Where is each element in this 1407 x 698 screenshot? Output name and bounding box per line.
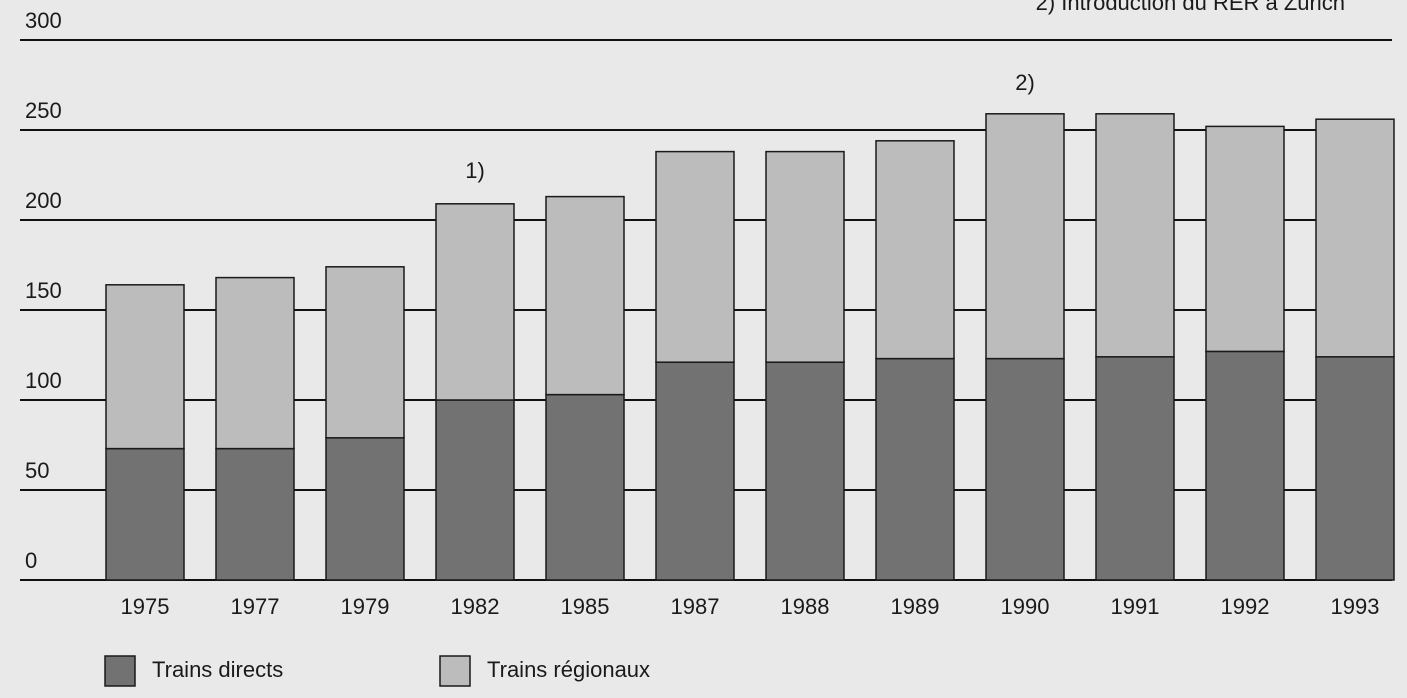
bar-segment xyxy=(105,284,185,450)
bar-segment xyxy=(1095,113,1175,358)
bar-segment xyxy=(435,203,515,401)
x-tick-label: 1979 xyxy=(341,594,390,619)
y-tick-label: 250 xyxy=(25,98,62,123)
bar-segment xyxy=(545,195,625,396)
bar-segment xyxy=(655,150,735,363)
bar-segment xyxy=(1315,118,1395,358)
footnote: 2) Introduction du RER à Zurich xyxy=(1036,0,1345,15)
x-tick-label: 1990 xyxy=(1001,594,1050,619)
y-tick-label: 300 xyxy=(25,8,62,33)
x-tick-label: 1992 xyxy=(1221,594,1270,619)
legend: Trains directs Trains régionaux xyxy=(104,655,650,687)
x-tick-label: 1982 xyxy=(451,594,500,619)
y-tick-label: 50 xyxy=(25,458,49,483)
bar-segment xyxy=(1205,350,1285,581)
bar-segment xyxy=(875,357,955,581)
bars: 1975 1977 1979 1982 1985 1987 1988 1989 1990 1991… xyxy=(105,113,1395,619)
bar-segment xyxy=(105,447,185,581)
x-tick-label: 1975 xyxy=(121,594,170,619)
bar-segment xyxy=(435,399,515,581)
bar-segment xyxy=(765,361,845,581)
bar-segment xyxy=(325,266,405,439)
annotation: 2) xyxy=(1015,70,1035,95)
bar-segment xyxy=(985,113,1065,360)
x-tick-label: 1991 xyxy=(1111,594,1160,619)
bar-segment xyxy=(875,140,955,360)
bar-segment xyxy=(1095,356,1175,581)
bar-segment xyxy=(545,393,625,581)
x-tick-label: 1985 xyxy=(561,594,610,619)
bar-segment xyxy=(1205,125,1285,353)
bar-segment xyxy=(215,447,295,581)
x-tick-label: 1977 xyxy=(231,594,280,619)
annotation: 1) xyxy=(465,158,485,183)
x-tick-label: 1988 xyxy=(781,594,830,619)
x-tick-label: 1989 xyxy=(891,594,940,619)
y-tick-label: 200 xyxy=(25,188,62,213)
bar-segment xyxy=(655,361,735,581)
y-tick-label: 100 xyxy=(25,368,62,393)
legend-label: Trains directs xyxy=(152,657,283,682)
bar-segment xyxy=(985,357,1065,581)
bar-segment xyxy=(765,150,845,363)
bar-segment xyxy=(1315,356,1395,581)
legend-label: Trains régionaux xyxy=(487,657,650,682)
bar-segment xyxy=(215,276,295,450)
x-tick-label: 1987 xyxy=(671,594,720,619)
bar-segment xyxy=(325,437,405,581)
y-tick-label: 150 xyxy=(25,278,62,303)
x-tick-label: 1993 xyxy=(1331,594,1380,619)
legend-swatch xyxy=(104,655,136,687)
legend-swatch xyxy=(439,655,471,687)
y-tick-label: 0 xyxy=(25,548,37,573)
